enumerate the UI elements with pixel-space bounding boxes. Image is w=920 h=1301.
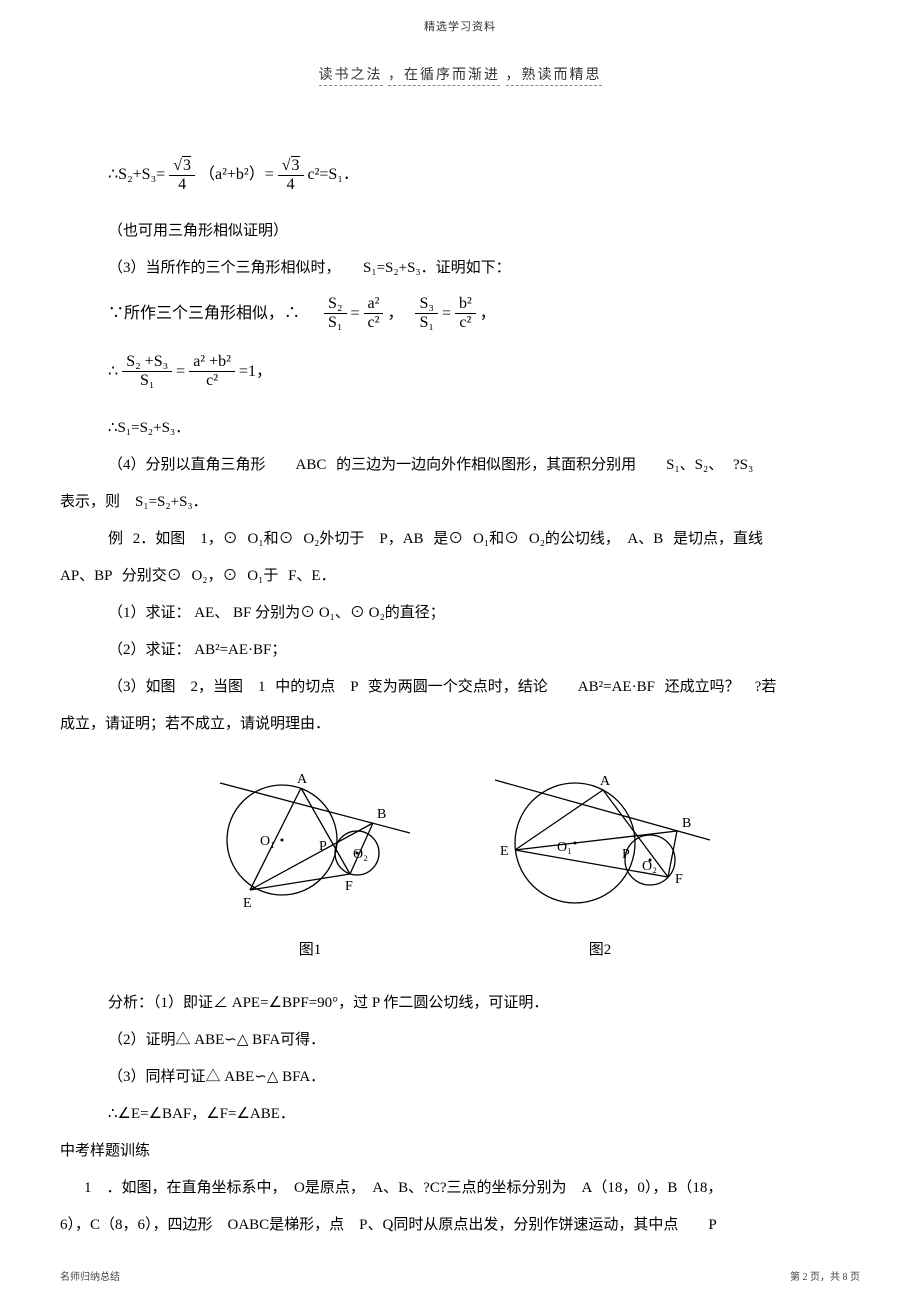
r-c2c: c²: [202, 372, 222, 390]
f1-suffix: c²=S₁．: [308, 157, 359, 192]
footer-right: 第 2 页，共 8 页: [790, 1268, 860, 1283]
fig2-caption: 图2: [485, 934, 715, 967]
footer-left: 名师归纳总结: [60, 1268, 120, 1283]
four-a: 4: [174, 176, 190, 194]
four-b: 4: [283, 176, 299, 194]
line-4a: （4）分别以直角三角形 ABC 的三边为一边向外作相似图形，其面积分别用 S₁、…: [60, 449, 860, 482]
sim-comma-1: ，: [387, 296, 403, 331]
analysis-1: 分析：（1）即证∠ APE=∠BPF=90°，过 P 作二圆公切线，可证明．: [60, 987, 860, 1020]
f1-P: P: [319, 839, 327, 854]
analysis-4: ∴∠E=∠BAF，∠F=∠ABE．: [60, 1098, 860, 1131]
analysis-2: （2）证明△ ABE∽△ BFA可得．: [60, 1024, 860, 1057]
r-s1b: S₁: [415, 314, 437, 332]
page-content: ∴S₂+S₃= √3 4 （a²+b²）= √3 4 c²=S₁． （也可用三角…: [0, 86, 920, 1242]
r-s1a: S₁: [324, 314, 346, 332]
r-a2b2: a² +b²: [189, 353, 235, 372]
ex2-1: （1）求证： AE、 BF 分别为⊙ O₁、⊙ O₂的直径；: [60, 597, 860, 630]
f2-F: F: [675, 872, 683, 887]
line-4b: 表示，则 S₁=S₂+S₃．: [60, 486, 860, 519]
f2-B: B: [682, 816, 691, 831]
sqrt3-a: 3: [182, 156, 191, 175]
r-s2s3: S₂ +S₃: [122, 353, 172, 372]
formula-similar: ∵所作三个三角形相似，∴ S₂ S₁ = a² c² ， S₃ S₁ = b² …: [60, 295, 860, 331]
ex2-2: （2）求证： AB²=AE·BF；: [60, 634, 860, 667]
quote-part-1: 读书之法: [319, 64, 383, 86]
f2-P: P: [622, 847, 630, 862]
ex2-3a: （3）如图 2，当图 1 中的切点 P 变为两圆一个交点时，结论 AB²=AE·…: [60, 671, 860, 704]
f2-O1: O₁: [557, 840, 572, 855]
train-1b: 6），C（8，6），四边形 OABC是梯形，点 P、Q同时从原点出发，分别作饼速…: [60, 1209, 860, 1242]
quote-part-2: ，在循序而渐进: [388, 64, 500, 86]
f1-F: F: [345, 879, 353, 894]
ex2-a: 例 2．如图 1，⊙ O₁和⊙ O₂外切于 P，AB 是⊙ O₁和⊙ O₂的公切…: [60, 523, 860, 556]
f2-E: E: [500, 844, 509, 859]
r-c2b: c²: [455, 314, 475, 332]
quote-part-3: ，熟读而精思: [506, 64, 602, 86]
figure-1-svg: A B E F P O₁ O₂: [205, 755, 415, 915]
figure-2-svg: A B E F P O₁ O₂: [485, 755, 715, 915]
r-a2: a²: [364, 295, 384, 314]
sim-comma-2: ，: [480, 296, 496, 331]
f1-prefix: ∴S₂+S₃=: [108, 157, 165, 192]
f1-O2: O₂: [353, 847, 368, 862]
r-s2: S₂: [324, 295, 346, 314]
analysis-3: （3）同样可证△ ABE∽△ BFA．: [60, 1061, 860, 1094]
figures-row: A B E F P O₁ O₂ 图1: [60, 755, 860, 967]
fig1-caption: 图1: [205, 934, 415, 967]
f1-E: E: [243, 896, 252, 911]
r-s1c: S₁: [136, 372, 158, 390]
header-quote: 读书之法 ，在循序而渐进 ，熟读而精思: [0, 34, 920, 86]
r-b2: b²: [455, 295, 476, 314]
sim-prefix: ∵所作三个三角形相似，∴: [108, 296, 300, 331]
header-small: 精选学习资料: [0, 0, 920, 34]
r-s3: S₃: [415, 295, 437, 314]
line-also: （也可用三角形相似证明）: [60, 215, 860, 248]
f1-mid: （a²+b²）=: [199, 157, 274, 192]
r-c2a: c²: [364, 314, 384, 332]
line4a-end: ?S₃: [733, 457, 753, 473]
ex2-b: AP、BP 分别交⊙ O₂，⊙ O₁于 F、E．: [60, 560, 860, 593]
figure-2: A B E F P O₁ O₂ 图2: [485, 755, 715, 967]
f2-A: A: [600, 774, 611, 789]
train-title: 中考样题训练: [60, 1135, 860, 1168]
f1-B: B: [377, 807, 386, 822]
eq1: =1，: [239, 354, 272, 389]
f1-A: A: [297, 772, 308, 787]
train-1a: 1 ．如图，在直角坐标系中， O是原点， A、B、?C?三点的坐标分别为 A（1…: [60, 1172, 860, 1205]
formula-sum: ∴ S₂ +S₃ S₁ = a² +b² c² =1，: [60, 353, 860, 389]
formula-1: ∴S₂+S₃= √3 4 （a²+b²）= √3 4 c²=S₁．: [60, 156, 860, 193]
figure-1: A B E F P O₁ O₂ 图1: [205, 755, 415, 967]
sqrt3-b: 3: [291, 156, 300, 175]
line-3: （3）当所作的三个三角形相似时， S₁=S₂+S₃．证明如下：: [60, 252, 860, 285]
line4a-main: （4）分别以直角三角形 ABC 的三边为一边向外作相似图形，其面积分别用 S₁、…: [108, 457, 723, 473]
f1-O1: O₁: [260, 834, 275, 849]
ex2-3b: 成立，请证明；若不成立，请说明理由．: [60, 708, 860, 741]
line-conclude: ∴S₁=S₂+S₃．: [60, 412, 860, 445]
